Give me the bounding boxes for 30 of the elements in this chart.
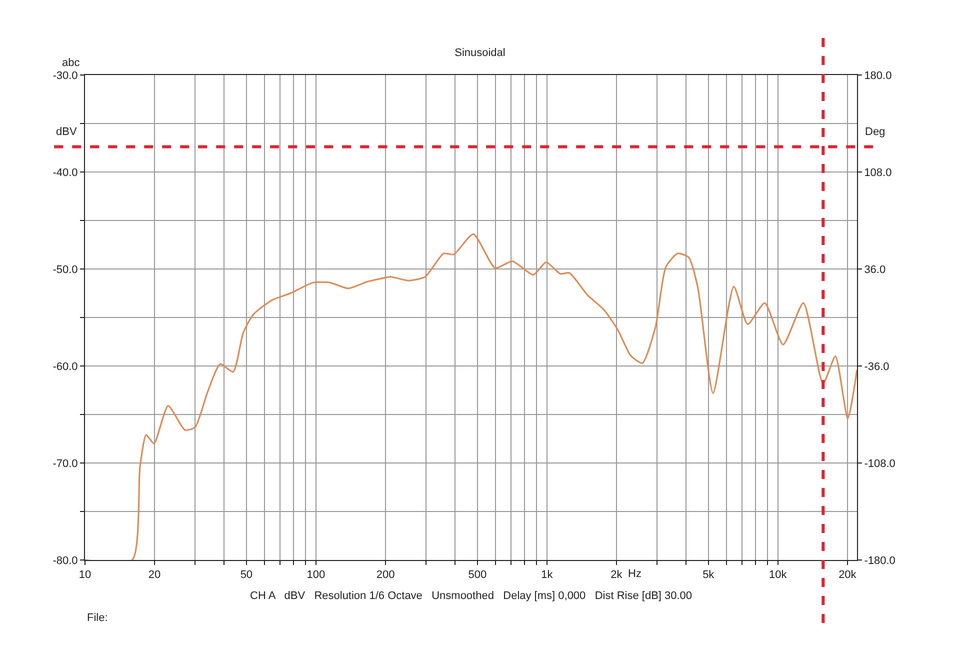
- text: abc: [62, 57, 80, 69]
- y-tick-label: -70.0: [52, 458, 78, 470]
- x-axis-title: Hz: [628, 568, 642, 580]
- x-tick-label: 5k: [702, 569, 715, 582]
- y2-axis-title: Deg: [865, 126, 886, 138]
- y2-tick-label: 180.0: [864, 70, 892, 82]
- x-tick-label: 20k: [838, 569, 857, 582]
- x-tick-label: 2k: [610, 569, 623, 582]
- y2-tick-label: 108.0: [864, 166, 892, 179]
- x-tick-label: 100: [306, 569, 326, 582]
- y2-tick-label: -108.0: [864, 458, 896, 470]
- y-tick-label: -50.0: [52, 264, 78, 276]
- x-tick-label: 200: [376, 569, 395, 582]
- text: CH A dBV Resolution 1/6 Octave Unsmoothed Delay [ms] 0,000 Dist Rise [dB] 30.00: [250, 590, 692, 602]
- y-tick-label: -30.0: [52, 70, 78, 82]
- y-tick-label: -80.0: [52, 554, 78, 567]
- x-tick-label: 500: [468, 569, 487, 582]
- chart-title: Sinusoidal: [454, 47, 506, 59]
- y2-tick-label: -36.0: [864, 360, 890, 373]
- x-tick-label: 1k: [541, 569, 554, 582]
- y-axis-title: dBV: [56, 126, 78, 138]
- x-tick-label: 20: [148, 569, 161, 582]
- y2-tick-label: 36.0: [864, 264, 886, 276]
- y2-tick-label: -180.0: [864, 554, 896, 567]
- y-tick-label: -40.0: [52, 166, 78, 179]
- x-tick-label: 50: [240, 569, 253, 582]
- x-tick-label: 10: [78, 569, 92, 582]
- y-tick-label: -60.0: [52, 360, 78, 373]
- text: File:: [87, 612, 108, 624]
- x-tick-label: 10k: [769, 569, 788, 582]
